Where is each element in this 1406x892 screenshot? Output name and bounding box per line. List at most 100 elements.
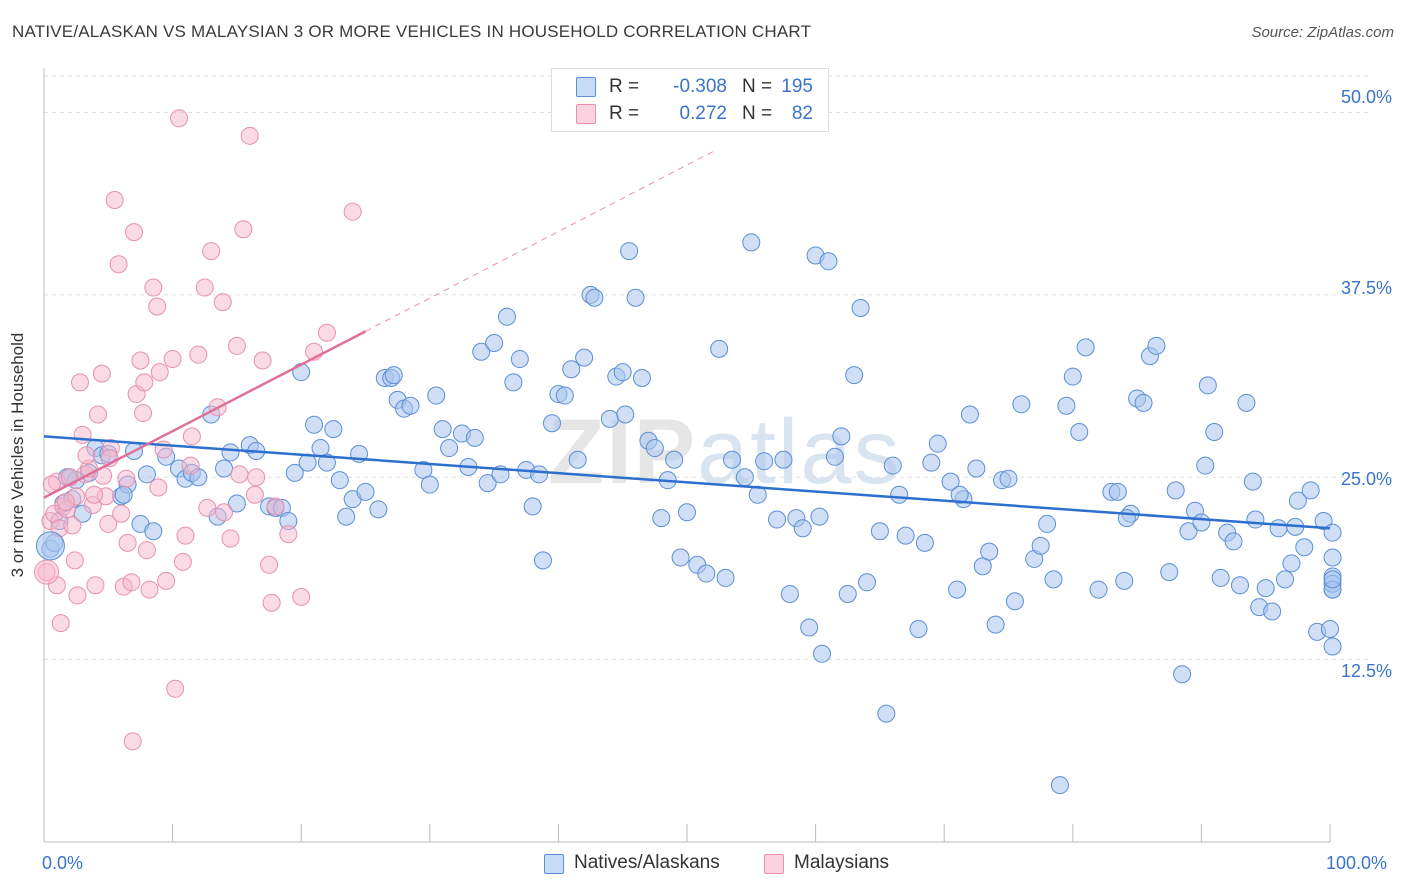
malaysians-point bbox=[166, 679, 185, 698]
malaysians-point bbox=[262, 593, 281, 612]
y-tick-label: 12.5% bbox=[1340, 661, 1392, 681]
natives-point bbox=[510, 350, 529, 369]
natives-point bbox=[890, 485, 909, 504]
natives-point bbox=[542, 414, 561, 433]
natives-point bbox=[678, 503, 696, 522]
natives-point bbox=[1323, 548, 1342, 567]
natives-point bbox=[980, 542, 999, 561]
natives-point bbox=[330, 471, 349, 490]
natives-point bbox=[523, 497, 542, 516]
natives-point bbox=[813, 644, 832, 663]
natives-point bbox=[755, 452, 774, 471]
natives-point bbox=[401, 396, 420, 415]
natives-point bbox=[1050, 776, 1069, 795]
natives-point bbox=[851, 298, 870, 317]
natives-point bbox=[1038, 514, 1057, 533]
natives-point bbox=[1147, 336, 1166, 355]
natives-point bbox=[710, 339, 729, 358]
malaysians-point bbox=[230, 465, 249, 484]
legend-r-value: -0.308 bbox=[673, 76, 727, 97]
malaysians-point bbox=[144, 278, 163, 297]
natives-point bbox=[870, 522, 889, 541]
natives-point bbox=[632, 369, 651, 388]
malaysians-point bbox=[245, 485, 264, 504]
natives-point bbox=[369, 500, 388, 519]
malaysians-point bbox=[266, 497, 285, 516]
legend-n-label: N = bbox=[742, 76, 773, 97]
natives-point bbox=[671, 548, 690, 567]
natives-cluster-point bbox=[35, 531, 65, 561]
natives-point bbox=[1243, 472, 1262, 491]
natives-point bbox=[562, 360, 581, 379]
natives-point bbox=[1323, 637, 1342, 656]
natives-point bbox=[575, 348, 594, 367]
series-label-natives: Natives/Alaskans bbox=[574, 852, 720, 873]
malaysians-point bbox=[148, 297, 167, 316]
natives-point bbox=[384, 366, 403, 385]
natives-point bbox=[1301, 481, 1320, 500]
malaysians-cluster-point bbox=[34, 559, 60, 585]
malaysians-trend-extension bbox=[365, 151, 713, 332]
natives-point bbox=[1057, 396, 1076, 415]
natives-point bbox=[915, 533, 934, 552]
natives-point bbox=[1160, 563, 1179, 582]
natives-point bbox=[433, 420, 452, 439]
malaysians-point bbox=[163, 350, 182, 369]
natives-point bbox=[1295, 538, 1314, 557]
malaysians-point bbox=[92, 364, 111, 383]
malaysians-point bbox=[89, 405, 108, 424]
natives-point bbox=[324, 420, 343, 439]
natives-point bbox=[825, 447, 844, 466]
y-tick-label: 37.5% bbox=[1340, 278, 1392, 298]
malaysians-point bbox=[86, 576, 105, 595]
malaysians-point bbox=[125, 223, 144, 242]
malaysians-point bbox=[189, 345, 208, 364]
malaysians-point bbox=[71, 373, 90, 392]
natives-point bbox=[1323, 523, 1342, 542]
malaysians-point bbox=[227, 336, 246, 355]
malaysians-point bbox=[260, 555, 279, 574]
natives-point bbox=[742, 233, 761, 252]
natives-point bbox=[215, 459, 234, 478]
natives-point bbox=[478, 474, 497, 493]
malaysians-point bbox=[198, 498, 217, 517]
natives-point bbox=[665, 450, 684, 469]
malaysians-point bbox=[182, 427, 201, 446]
malaysians-point bbox=[85, 485, 104, 504]
legend-swatch-malaysians bbox=[576, 104, 596, 124]
natives-point bbox=[1192, 513, 1211, 532]
natives-point bbox=[1263, 602, 1282, 621]
natives-point bbox=[485, 334, 504, 353]
malaysians-point bbox=[343, 202, 362, 221]
natives-point bbox=[1282, 554, 1301, 573]
natives-point bbox=[1031, 536, 1050, 555]
natives-point bbox=[960, 405, 979, 424]
natives-point bbox=[1166, 481, 1185, 500]
malaysians-point bbox=[157, 571, 176, 590]
natives-point bbox=[585, 288, 604, 307]
natives-point bbox=[1076, 338, 1095, 357]
natives-point bbox=[832, 427, 851, 446]
natives-point bbox=[1179, 522, 1198, 541]
natives-point bbox=[858, 573, 877, 592]
malaysians-point bbox=[202, 242, 221, 261]
natives-point bbox=[716, 568, 735, 587]
natives-point bbox=[1044, 570, 1063, 589]
natives-point bbox=[497, 307, 516, 326]
malaysians-point bbox=[123, 732, 142, 751]
series-label-malaysians: Malaysians bbox=[794, 852, 890, 873]
natives-point bbox=[356, 482, 375, 501]
malaysians-point bbox=[73, 425, 92, 444]
natives-point bbox=[723, 450, 742, 469]
natives-point bbox=[1224, 532, 1243, 551]
natives-point bbox=[1288, 491, 1307, 510]
y-tick-label: 25.0% bbox=[1340, 469, 1392, 489]
natives-point bbox=[427, 386, 446, 405]
natives-point bbox=[1115, 571, 1134, 590]
malaysians-point bbox=[122, 573, 141, 592]
natives-point bbox=[114, 485, 133, 504]
natives-point bbox=[877, 704, 896, 723]
natives-point bbox=[305, 415, 324, 434]
malaysians-point bbox=[68, 586, 87, 605]
